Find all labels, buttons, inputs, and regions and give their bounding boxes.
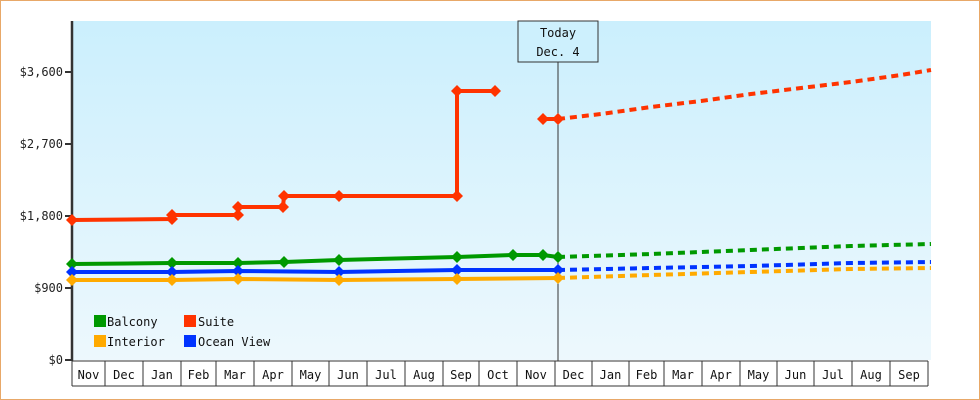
x-tick-label: Aug bbox=[860, 368, 882, 382]
data-point-marker bbox=[66, 258, 78, 270]
legend-swatch-interior bbox=[94, 335, 106, 347]
x-tick-label: Mar bbox=[672, 368, 694, 382]
x-tick-label: Jan bbox=[600, 368, 622, 382]
data-point-marker bbox=[232, 265, 244, 277]
x-tick-label: Jan bbox=[151, 368, 173, 382]
legend-swatch-ocean-view bbox=[184, 335, 196, 347]
data-point-marker bbox=[66, 274, 78, 286]
legend-swatch-balcony bbox=[94, 315, 106, 327]
data-point-marker bbox=[166, 274, 178, 286]
today-date: Dec. 4 bbox=[536, 45, 579, 59]
data-point-marker bbox=[66, 266, 78, 278]
data-point-marker bbox=[333, 266, 345, 278]
data-point-marker bbox=[552, 113, 564, 125]
data-point-marker bbox=[232, 273, 244, 285]
y-tick-label: $2,700 bbox=[20, 137, 63, 151]
data-point-marker bbox=[333, 254, 345, 266]
series-suite bbox=[66, 68, 932, 226]
x-tick-label: Jul bbox=[822, 368, 844, 382]
data-point-marker bbox=[451, 273, 463, 285]
data-point-marker bbox=[333, 190, 345, 202]
x-tick-label: Oct bbox=[487, 368, 509, 382]
series-interior bbox=[66, 266, 932, 286]
legend-label-balcony: Balcony bbox=[107, 315, 158, 329]
data-point-marker bbox=[537, 113, 549, 125]
data-point-marker bbox=[537, 249, 549, 261]
x-tick-label: Apr bbox=[262, 368, 284, 382]
x-tick-label: Sep bbox=[898, 368, 920, 382]
data-point-marker bbox=[232, 209, 244, 221]
legend-label-interior: Interior bbox=[107, 335, 165, 349]
data-point-marker bbox=[278, 190, 290, 202]
x-tick-label: May bbox=[748, 368, 770, 382]
today-marker: Today Dec. 4 bbox=[517, 20, 599, 361]
x-tick-label: Dec bbox=[113, 368, 135, 382]
series-ocean-view bbox=[66, 260, 932, 278]
x-tick-label: Dec bbox=[563, 368, 585, 382]
data-point-marker bbox=[277, 201, 289, 213]
data-point-marker bbox=[451, 190, 463, 202]
data-point-marker bbox=[66, 214, 78, 226]
x-tick-label: Aug bbox=[413, 368, 435, 382]
data-point-marker bbox=[552, 251, 564, 263]
x-axis: Nov Dec Jan Feb Mar Apr May Jun Jul Aug Sep Oct Nov D… bbox=[71, 360, 929, 387]
legend: Balcony Suite Interior Ocean View bbox=[94, 315, 271, 349]
y-tick-label: $0 bbox=[49, 353, 63, 367]
plot-area bbox=[72, 21, 931, 360]
data-point-marker bbox=[232, 201, 244, 213]
data-point-marker bbox=[166, 209, 178, 221]
data-point-marker bbox=[451, 85, 463, 97]
y-tick-label: $900 bbox=[34, 281, 63, 295]
today-label: Today bbox=[540, 26, 576, 40]
legend-swatch-suite bbox=[184, 315, 196, 327]
data-point-marker bbox=[166, 266, 178, 278]
data-point-marker bbox=[552, 264, 564, 276]
x-tick-label: Sep bbox=[450, 368, 472, 382]
legend-label-ocean-view: Ocean View bbox=[198, 335, 271, 349]
y-tick-label: $1,800 bbox=[20, 209, 63, 223]
x-tick-label: Feb bbox=[188, 368, 210, 382]
x-tick-label: Mar bbox=[224, 368, 246, 382]
x-tick-label: May bbox=[300, 368, 322, 382]
data-point-marker bbox=[489, 85, 501, 97]
data-point-marker bbox=[278, 256, 290, 268]
x-tick-label: Jul bbox=[375, 368, 397, 382]
y-axis: $0 $900 $1,800 $2,700 $3,600 bbox=[20, 21, 74, 367]
series-balcony bbox=[66, 242, 932, 270]
x-tick-label: Nov bbox=[78, 368, 100, 382]
data-point-marker bbox=[166, 257, 178, 269]
x-tick-label: Feb bbox=[636, 368, 658, 382]
x-tick-label: Nov bbox=[525, 368, 547, 382]
series-lines bbox=[66, 68, 932, 286]
data-point-marker bbox=[333, 274, 345, 286]
x-tick-label: Apr bbox=[710, 368, 732, 382]
data-point-marker bbox=[451, 251, 463, 263]
x-tick-label: Jun bbox=[785, 368, 807, 382]
data-point-marker bbox=[232, 257, 244, 269]
data-point-marker bbox=[507, 249, 519, 261]
y-tick-label: $3,600 bbox=[20, 65, 63, 79]
legend-label-suite: Suite bbox=[198, 315, 234, 329]
data-point-marker bbox=[451, 264, 463, 276]
data-point-marker bbox=[552, 272, 564, 284]
x-tick-label: Jun bbox=[337, 368, 359, 382]
